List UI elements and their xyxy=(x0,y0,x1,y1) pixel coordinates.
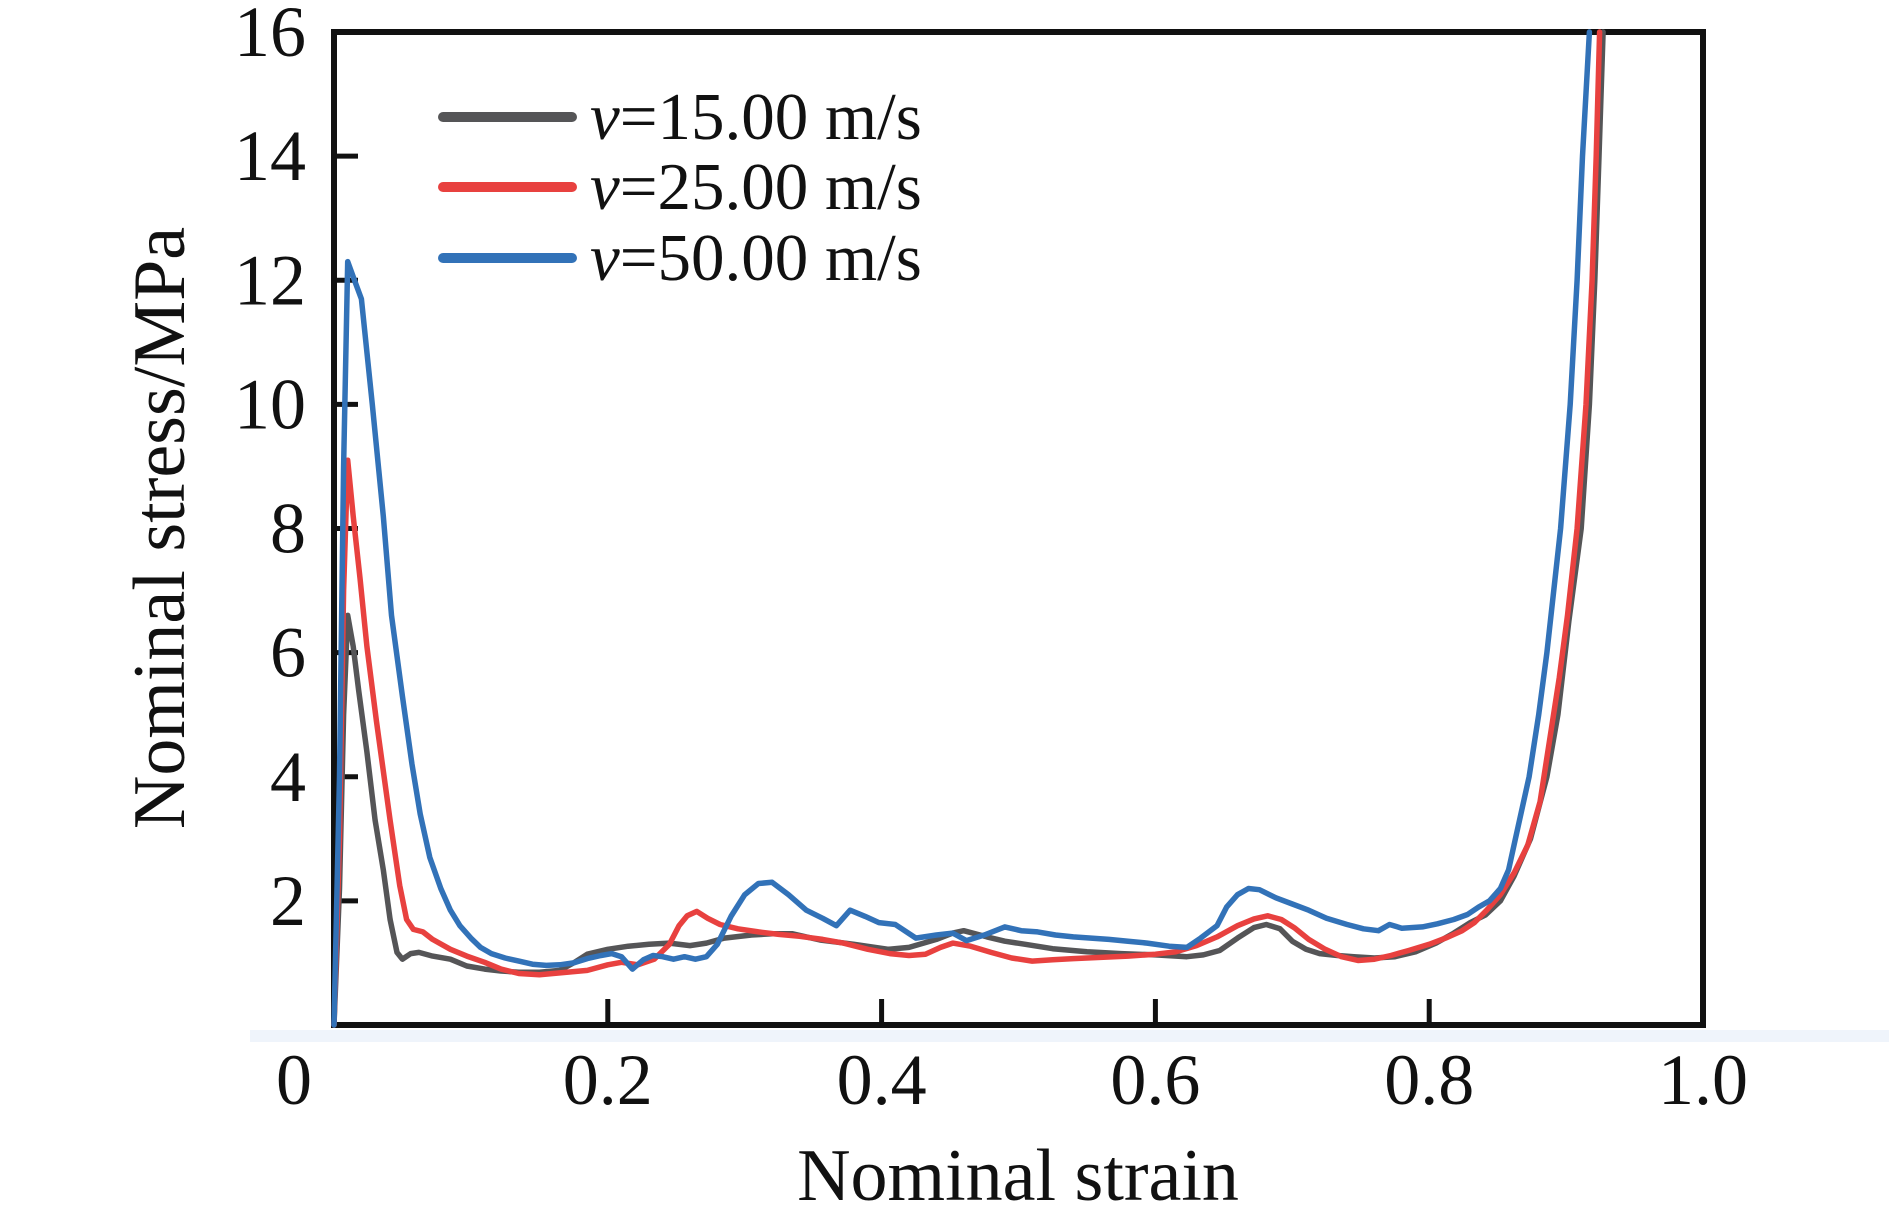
x-axis-tick-labels: 0 0.2 0.4 0.6 0.8 1.0 xyxy=(276,1040,1748,1120)
legend-label-text: =25.00 m/s xyxy=(620,150,922,224)
legend-var-symbol: v xyxy=(590,150,620,224)
y-tick-label: 10 xyxy=(234,364,306,444)
legend-label-v15: v=15.00 m/s xyxy=(590,80,922,154)
x-tick-label: 0 xyxy=(276,1040,312,1120)
legend-var-symbol: v xyxy=(590,80,620,154)
legend-var-symbol: v xyxy=(590,221,620,295)
x-tick-label: 0.2 xyxy=(563,1040,653,1120)
y-tick-label: 12 xyxy=(234,240,306,320)
y-tick-label: 16 xyxy=(234,0,306,72)
series-line-v-25-00-m-s xyxy=(331,29,1603,1028)
y-tick-label: 14 xyxy=(234,116,306,196)
x-tick-label: 0.6 xyxy=(1110,1040,1200,1120)
axis-artifact-strip xyxy=(250,1030,1889,1042)
x-axis-ticks xyxy=(605,999,1432,1023)
plot-frame xyxy=(331,29,1706,1028)
legend-label-text: =15.00 m/s xyxy=(620,80,922,154)
y-tick-label: 2 xyxy=(270,861,306,941)
legend-label-v50: v=50.00 m/s xyxy=(590,221,922,295)
data-series-curves xyxy=(331,29,1606,1028)
legend-label-text: =50.00 m/s xyxy=(620,221,922,295)
y-tick-label: 6 xyxy=(270,613,306,693)
y-tick-label: 8 xyxy=(270,489,306,569)
y-axis-title: Nominal stress/MPa xyxy=(119,227,201,829)
legend-label-v25: v=25.00 m/s xyxy=(590,150,922,224)
x-axis-title: Nominal strain xyxy=(797,1135,1239,1214)
y-tick-label: 4 xyxy=(270,737,306,817)
x-tick-label: 0.8 xyxy=(1384,1040,1474,1120)
legend: v=15.00 m/s v=25.00 m/s v=50.00 m/s xyxy=(438,80,922,295)
x-tick-label: 0.4 xyxy=(837,1040,927,1120)
series-line-v-50-00-m-s xyxy=(331,29,1593,1028)
y-axis-tick-labels: 2 4 6 8 10 12 14 16 xyxy=(234,0,306,941)
x-tick-label: 1.0 xyxy=(1658,1040,1748,1120)
